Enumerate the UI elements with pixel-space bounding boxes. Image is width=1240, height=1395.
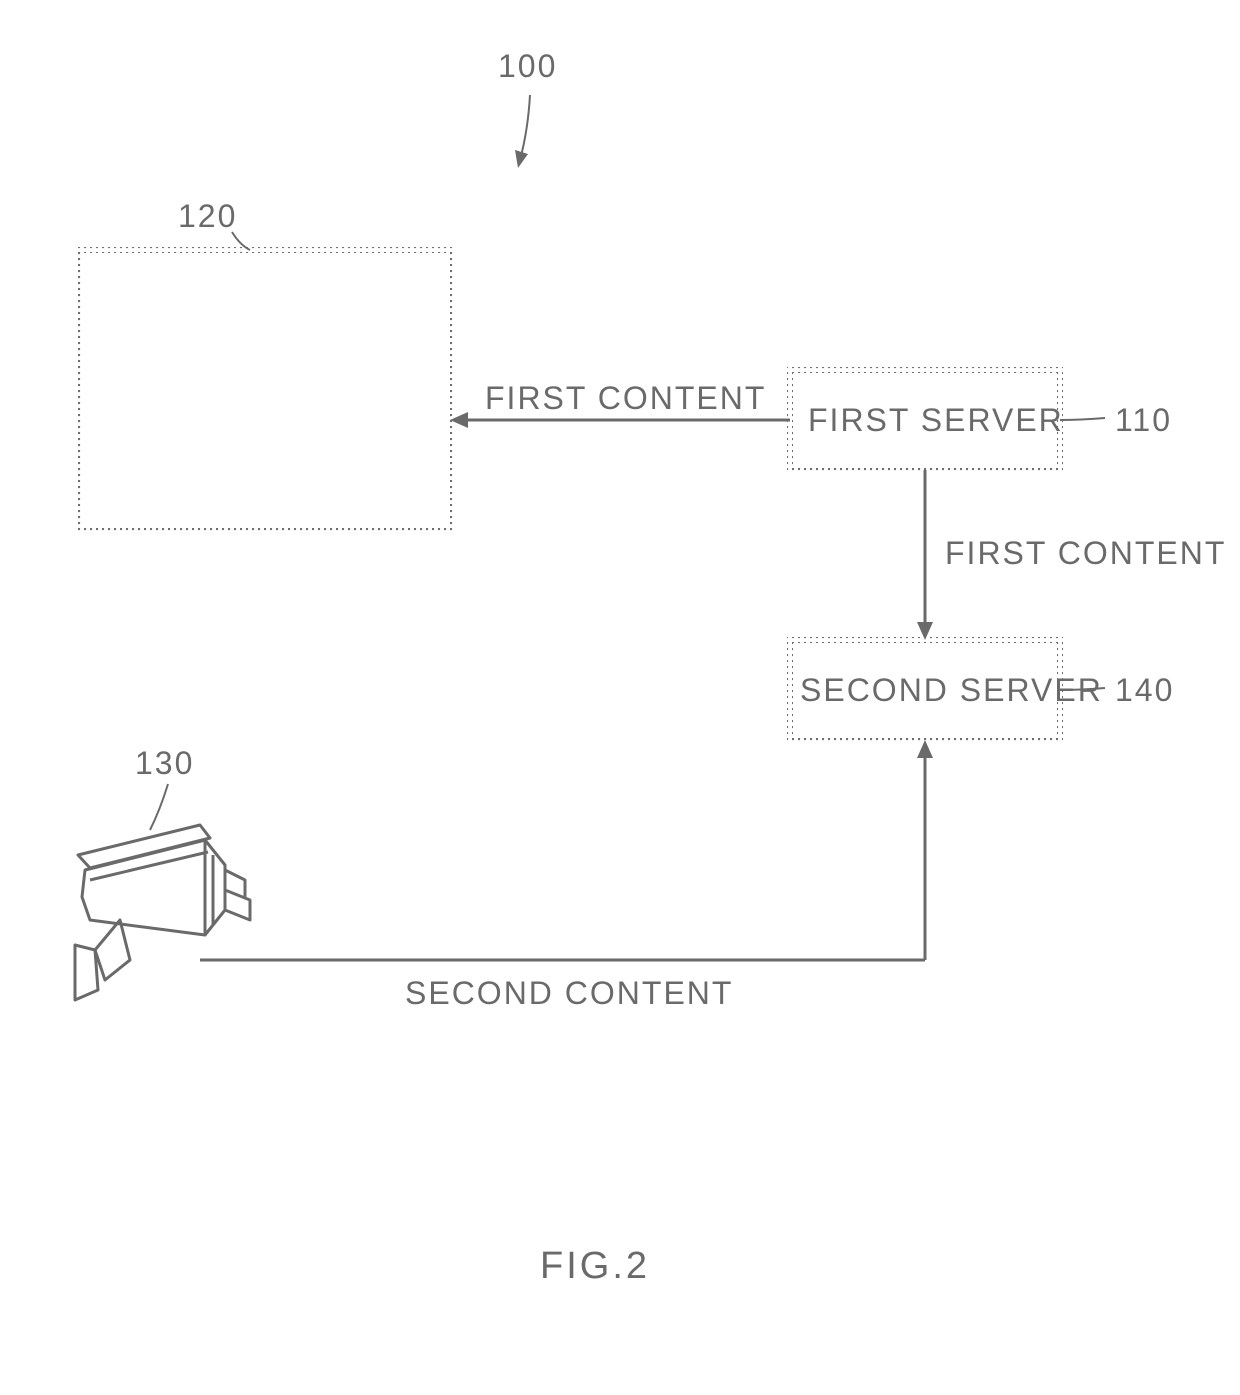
ref-100-arrowhead: [515, 150, 528, 168]
ref-100-label: 100: [498, 48, 557, 85]
ref-110-label: 110: [1115, 402, 1172, 439]
ref-100-leader: [520, 95, 530, 160]
second-server-label: SECOND SERVER: [800, 672, 1103, 709]
ref-120-label: 120: [178, 198, 237, 235]
figure-label: FIG.2: [540, 1245, 650, 1288]
edge-label-first-to-second: FIRST CONTENT: [945, 535, 1226, 572]
ref-130-leader: [150, 784, 168, 830]
edge-label-camera-to-second: SECOND CONTENT: [405, 975, 733, 1012]
ref-140-label: 140: [1115, 672, 1174, 709]
first-server-label: FIRST SERVER: [808, 402, 1064, 439]
diagram-container: 100 120 FIRST SERVER 110 SECOND SERVER 1…: [0, 0, 1240, 1395]
edge-label-first-to-display: FIRST CONTENT: [485, 380, 766, 417]
camera-icon: [75, 825, 250, 1000]
display-box: [80, 250, 450, 530]
ref-130-label: 130: [135, 745, 194, 782]
ref-110-leader: [1060, 418, 1105, 420]
